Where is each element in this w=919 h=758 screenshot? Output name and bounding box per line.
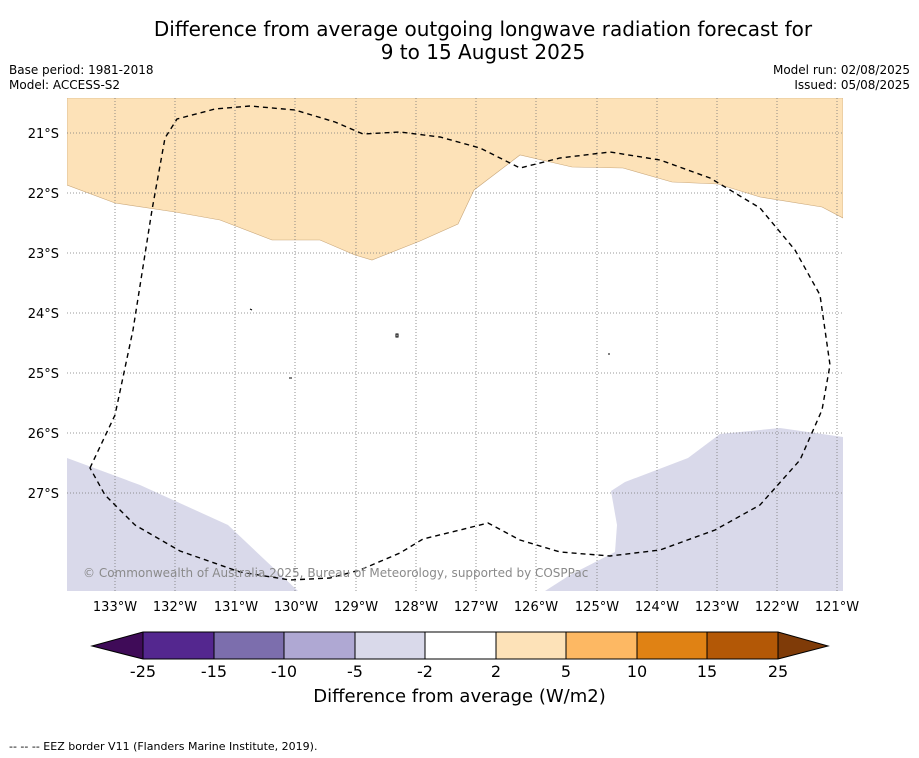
gridlines [67,98,843,591]
lon-label: 132°W [153,600,197,615]
colorbar-extend-right [778,632,828,659]
colorbar-segment [496,632,566,659]
eez-legend-note: -- -- -- EEZ border V11 (Flanders Marine… [9,740,318,753]
colorbar-segment [143,632,214,659]
negative-anomaly-region-east [545,428,843,591]
lon-label: 127°W [454,600,498,615]
colorbar-segment [566,632,637,659]
colorbar-tick-label: 25 [768,662,788,681]
longitude-labels: 133°W 132°W 131°W 130°W 129°W 128°W 127°… [93,600,859,615]
latitude-labels: 21°S 22°S 23°S 24°S 25°S 26°S 27°S [28,127,59,502]
model-run-text: Model run: 02/08/2025 [772,63,910,77]
colorbar-tick-label: 15 [697,662,717,681]
copyright-text: © Commonwealth of Australia 2025, Bureau… [83,566,588,580]
map-title: Difference from average outgoing longwav… [0,18,919,64]
lon-label: 128°W [394,600,438,615]
colorbar-tick-label: -25 [130,662,156,681]
colorbar-segment [707,632,778,659]
colorbar-extend-left [92,632,143,659]
colorbar-tick-label: 2 [491,662,501,681]
colorbar-segment [355,632,425,659]
lon-label: 129°W [334,600,378,615]
lat-label: 26°S [28,427,59,442]
lon-label: 123°W [695,600,739,615]
lat-label: 21°S [28,127,59,142]
colorbar-segment [214,632,284,659]
lon-label: 133°W [93,600,137,615]
colorbar-tick-label: -2 [417,662,433,681]
positive-anomaly-region [67,98,843,261]
colorbar-segment [637,632,707,659]
model-text: Model: ACCESS-S2 [9,78,121,92]
negative-anomaly-region-west [67,458,298,591]
colorbar-segment [425,632,496,659]
lat-label: 24°S [28,307,59,322]
lon-label: 122°W [755,600,799,615]
lat-label: 25°S [28,367,59,382]
colorbar-label: Difference from average (W/m2) [313,686,606,707]
base-period-text: Base period: 1981-2018 [9,63,154,77]
title-line-2: 9 to 15 August 2025 [380,40,586,64]
metadata-left: Base period: 1981-2018 Model: ACCESS-S2 [9,63,154,93]
lon-label: 125°W [575,600,619,615]
colorbar: -25 -15 -10 -5 -2 2 5 10 15 25 [90,631,830,681]
colorbar-segment [284,632,355,659]
lon-label: 126°W [514,600,558,615]
lon-label: 124°W [635,600,679,615]
colorbar-tick-label: -5 [347,662,363,681]
map-area: © Commonwealth of Australia 2025, Bureau… [67,98,843,591]
lon-label: 121°W [815,600,859,615]
colorbar-tick-label: -15 [201,662,227,681]
lat-label: 27°S [28,487,59,502]
lon-label: 131°W [214,600,258,615]
lat-label: 22°S [28,187,59,202]
colorbar-tick-label: 5 [561,662,571,681]
colorbar-tick-label: -10 [271,662,297,681]
lat-label: 23°S [28,247,59,262]
issued-text: Issued: 05/08/2025 [794,78,910,92]
title-line-1: Difference from average outgoing longwav… [153,17,813,41]
colorbar-tick-label: 10 [627,662,647,681]
metadata-right: Model run: 02/08/2025 Issued: 05/08/2025 [773,63,910,93]
islands [249,308,610,379]
lon-label: 130°W [274,600,318,615]
